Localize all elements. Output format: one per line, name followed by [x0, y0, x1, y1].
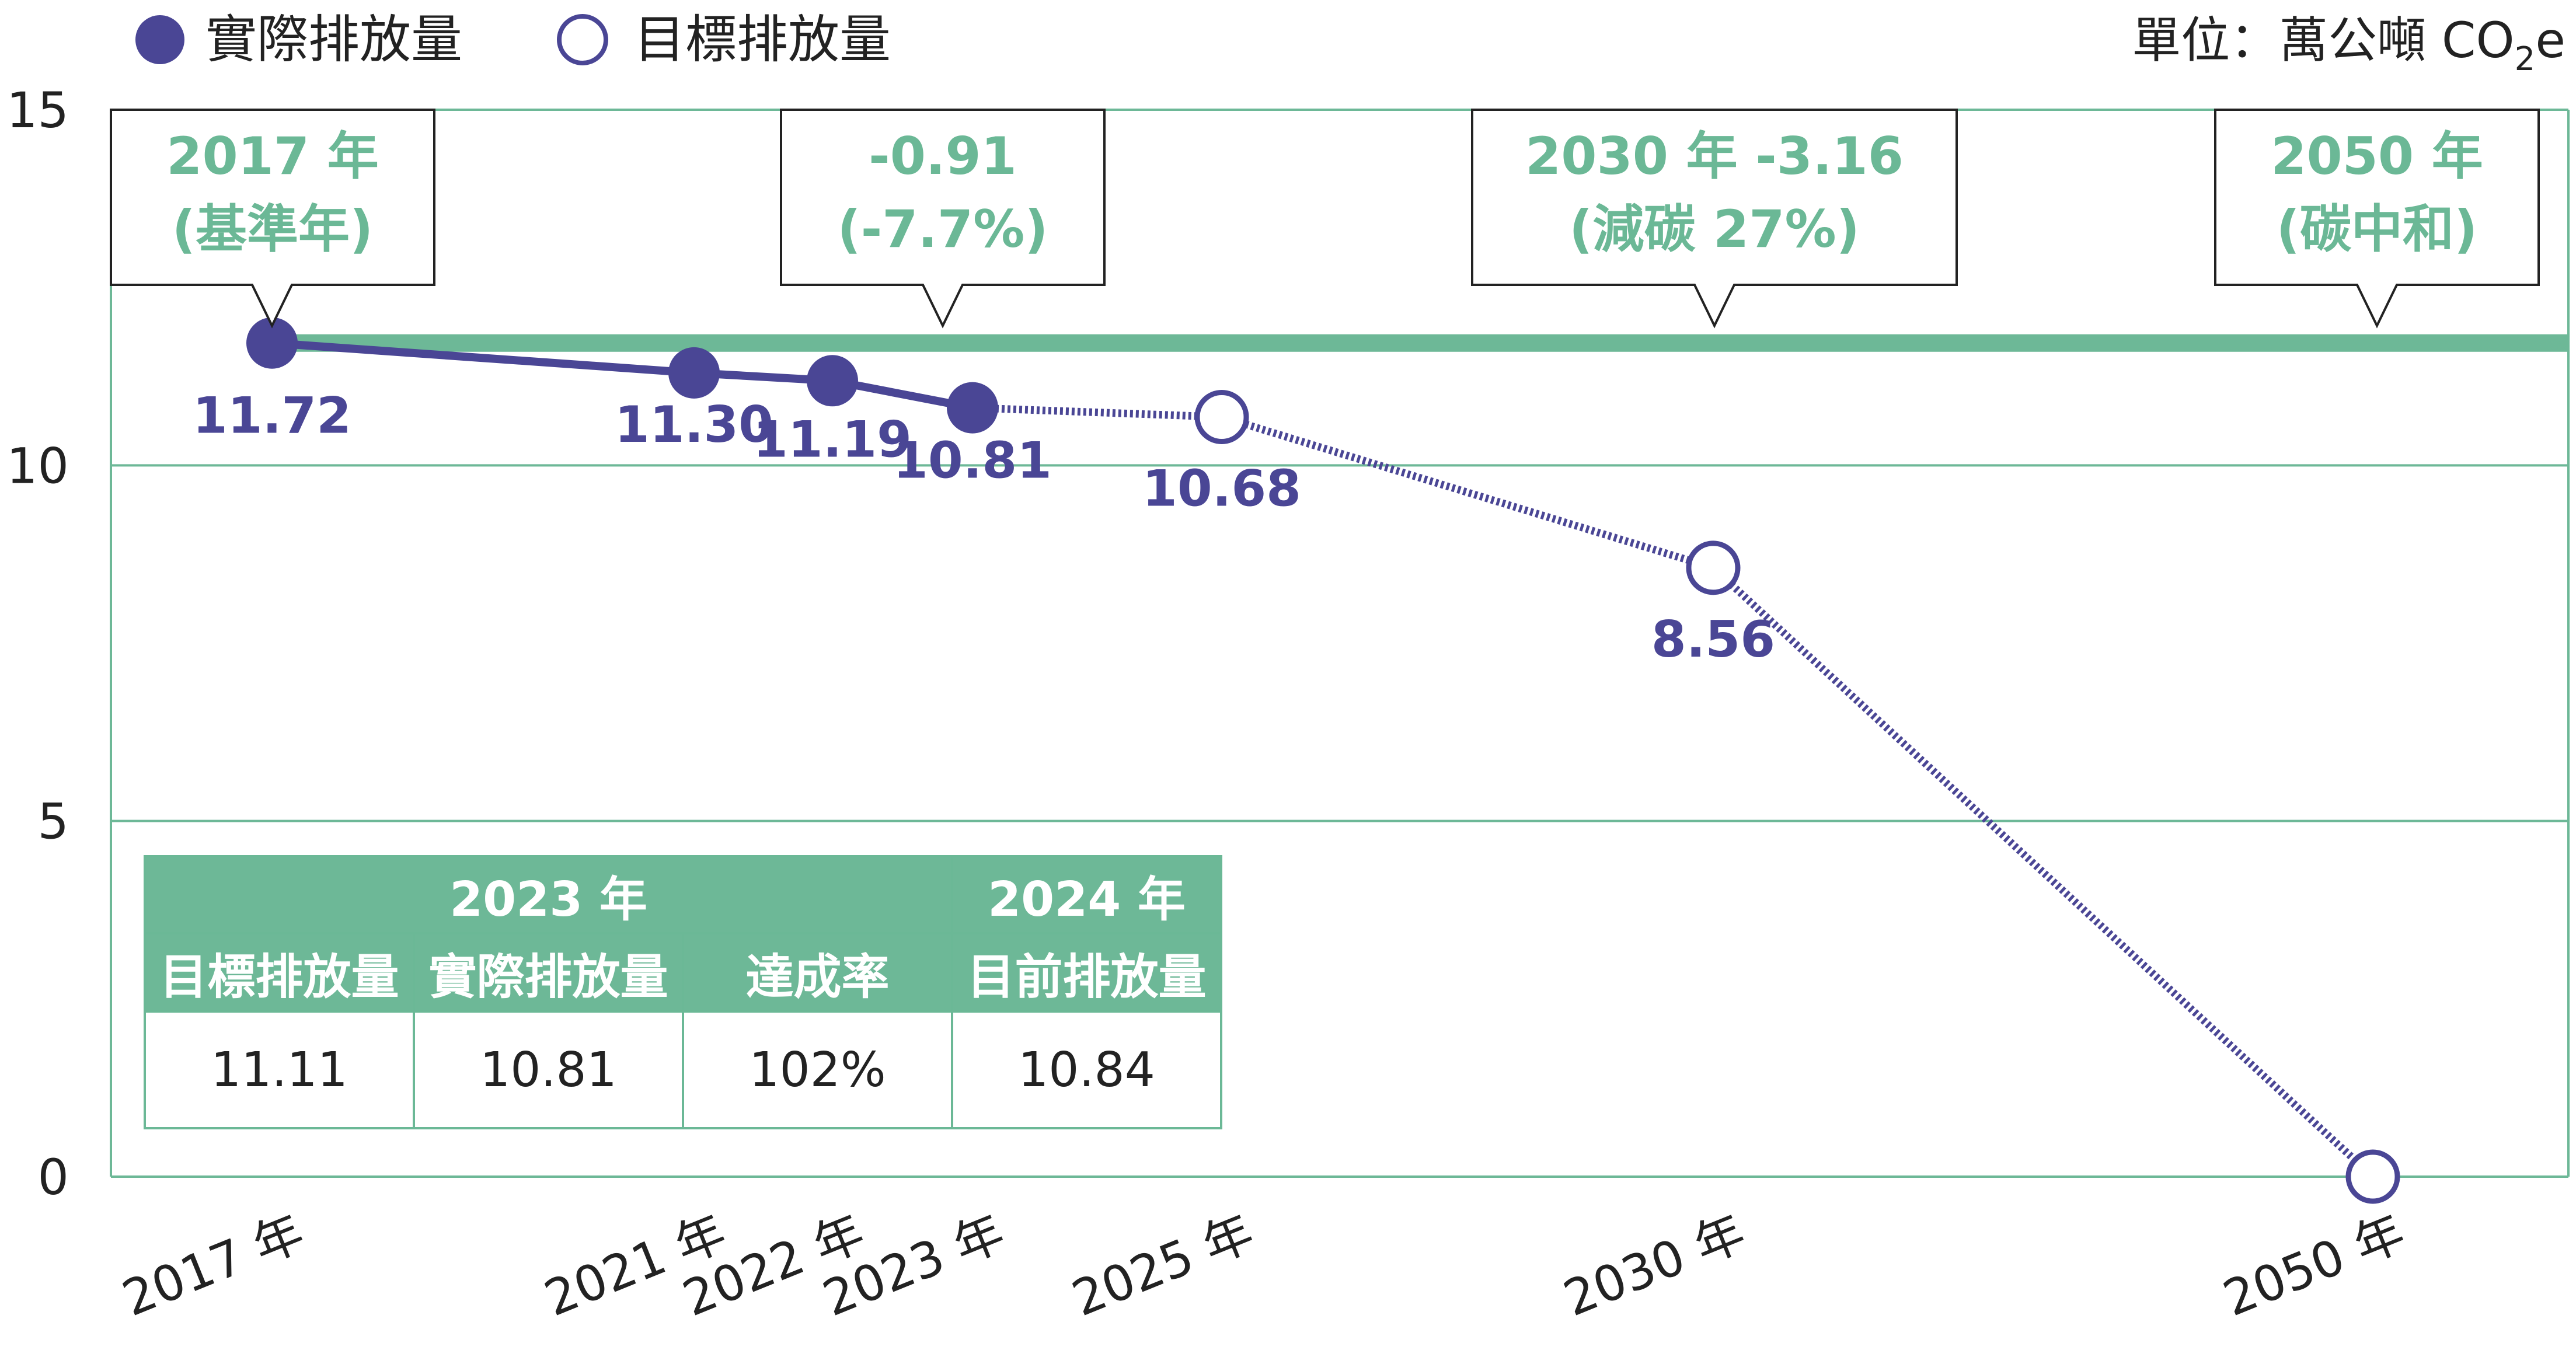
summary-table: 2023 年 2024 年 目標排放量 實際排放量 達成率 目前排放量 11.1…	[144, 855, 1222, 1129]
y-tick-label: 0	[38, 1149, 69, 1206]
x-tick-label: 2025 年	[1064, 1204, 1261, 1327]
actual-point	[246, 317, 298, 369]
summary-group-2024: 2024 年	[951, 855, 1222, 934]
actual-line	[271, 339, 974, 412]
x-tick-label: 2030 年	[1556, 1204, 1753, 1327]
summary-value-row: 11.11 10.81 102% 10.84	[144, 1010, 1222, 1129]
legend-target-marker	[557, 14, 608, 65]
callout-text: (碳中和)	[2277, 199, 2477, 259]
unit-suffix: e	[2535, 12, 2565, 69]
actual-point	[947, 382, 998, 434]
target-data-label: 10.68	[1142, 459, 1301, 518]
legend: 實際排放量 目標排放量	[135, 9, 891, 69]
legend-actual-marker	[135, 15, 184, 64]
data-points	[246, 317, 2400, 1204]
unit-label: 單位：萬公噸 CO2e	[2132, 12, 2565, 78]
summary-value-target: 11.11	[144, 1010, 415, 1129]
actual-data-label: 11.72	[193, 387, 351, 445]
summary-header-target: 目標排放量	[144, 932, 415, 1013]
summary-value-current: 10.84	[951, 1010, 1222, 1129]
summary-header-row: 目標排放量 實際排放量 達成率 目前排放量	[144, 932, 1222, 1013]
callout-box	[1471, 109, 1958, 329]
target-point	[1686, 540, 1741, 595]
actual-point	[807, 355, 858, 407]
x-tick-label: 2017 年	[114, 1204, 312, 1327]
callout-box	[110, 109, 435, 329]
y-axis-ticks: 0 5 10 15	[6, 82, 69, 1206]
actual-point	[668, 347, 720, 399]
x-tick-label: 2050 年	[2215, 1204, 2413, 1327]
legend-actual-label: 實際排放量	[205, 9, 462, 69]
unit-prefix: 單位：萬公噸 CO	[2132, 12, 2514, 69]
callout-text: (減碳 27%)	[1569, 199, 1860, 259]
summary-group-row: 2023 年 2024 年	[144, 855, 1222, 934]
y-tick-label: 15	[6, 82, 69, 139]
grid	[110, 109, 2570, 1178]
summary-header-actual: 實際排放量	[413, 932, 684, 1013]
target-line	[972, 404, 2376, 1180]
callout-text: 2050 年	[2271, 126, 2483, 186]
summary-header-rate: 達成率	[682, 932, 953, 1013]
callout-text: 2017 年	[166, 126, 379, 186]
series-lines	[271, 339, 2376, 1180]
callout-text: (基準年)	[172, 199, 373, 259]
callout-text: 2030 年 -3.16	[1525, 126, 1904, 186]
summary-value-rate: 102%	[682, 1010, 953, 1129]
target-data-label: 8.56	[1651, 611, 1775, 669]
y-tick-label: 10	[6, 437, 69, 494]
summary-group-2023: 2023 年	[144, 855, 953, 934]
unit-subscript: 2	[2515, 40, 2536, 78]
target-point	[1194, 389, 1249, 444]
summary-value-actual: 10.81	[413, 1010, 684, 1129]
actual-data-label: 10.81	[893, 432, 1052, 490]
callout-text: (-7.7%)	[837, 199, 1048, 259]
callout-text: -0.91	[869, 126, 1017, 186]
summary-header-current: 目前排放量	[951, 932, 1222, 1013]
legend-target-label: 目標排放量	[634, 9, 891, 69]
target-point	[2345, 1149, 2400, 1204]
y-tick-label: 5	[38, 793, 69, 850]
callout-box	[780, 109, 1106, 329]
callout-box	[2214, 109, 2540, 329]
actual-data-label: 11.19	[753, 410, 912, 469]
callouts: 2017 年 (基準年) -0.91 (-7.7%) 2030 年 -3.16 (減碳 2…	[110, 109, 2540, 329]
actual-data-label: 11.30	[615, 396, 773, 454]
